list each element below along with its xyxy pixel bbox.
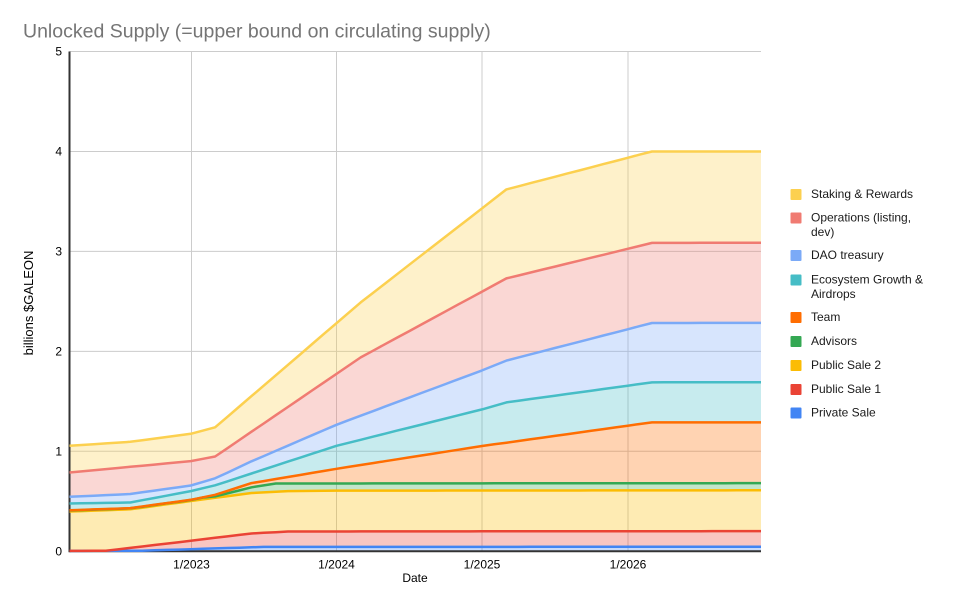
- svg-text:Operations (listing,: Operations (listing,: [811, 211, 911, 225]
- svg-text:Staking & Rewards: Staking & Rewards: [811, 187, 913, 201]
- svg-text:1: 1: [55, 445, 62, 459]
- svg-text:DAO treasury: DAO treasury: [811, 248, 884, 262]
- svg-text:5: 5: [55, 45, 62, 59]
- svg-text:1/2023: 1/2023: [173, 558, 210, 572]
- svg-text:Unlocked Supply (=upper bound: Unlocked Supply (=upper bound on circula…: [23, 21, 491, 43]
- svg-text:Date: Date: [402, 571, 428, 585]
- svg-text:1/2025: 1/2025: [464, 558, 501, 572]
- svg-text:0: 0: [55, 545, 62, 559]
- svg-text:billions $GALEON: billions $GALEON: [21, 251, 36, 356]
- svg-text:1/2024: 1/2024: [318, 558, 355, 572]
- svg-text:Ecosystem Growth &: Ecosystem Growth &: [811, 273, 923, 287]
- svg-text:Team: Team: [811, 310, 840, 324]
- svg-text:1/2026: 1/2026: [610, 558, 647, 572]
- svg-text:Advisors: Advisors: [811, 334, 857, 348]
- svg-text:Private Sale: Private Sale: [811, 406, 876, 420]
- svg-text:dev): dev): [811, 225, 834, 239]
- svg-text:Public Sale 1: Public Sale 1: [811, 382, 881, 396]
- svg-text:2: 2: [55, 345, 62, 359]
- svg-text:Public Sale 2: Public Sale 2: [811, 358, 881, 372]
- svg-text:3: 3: [55, 245, 62, 259]
- svg-text:Airdrops: Airdrops: [811, 287, 856, 301]
- svg-text:4: 4: [55, 145, 62, 159]
